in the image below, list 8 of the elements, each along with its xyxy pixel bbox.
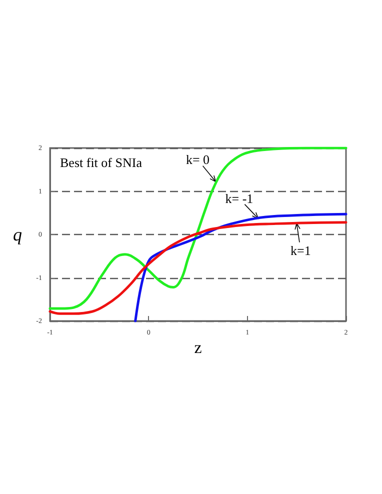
annotation: k= -1: [225, 190, 254, 206]
annotation: k= 0: [186, 152, 210, 168]
annotation: Best fit of SNIa: [60, 155, 142, 170]
line-series: [48, 221, 348, 315]
x-axis-title: z: [194, 338, 202, 357]
line-series: [48, 146, 348, 310]
annotation: k=1: [290, 242, 311, 258]
y-axis-title: q: [13, 224, 22, 244]
